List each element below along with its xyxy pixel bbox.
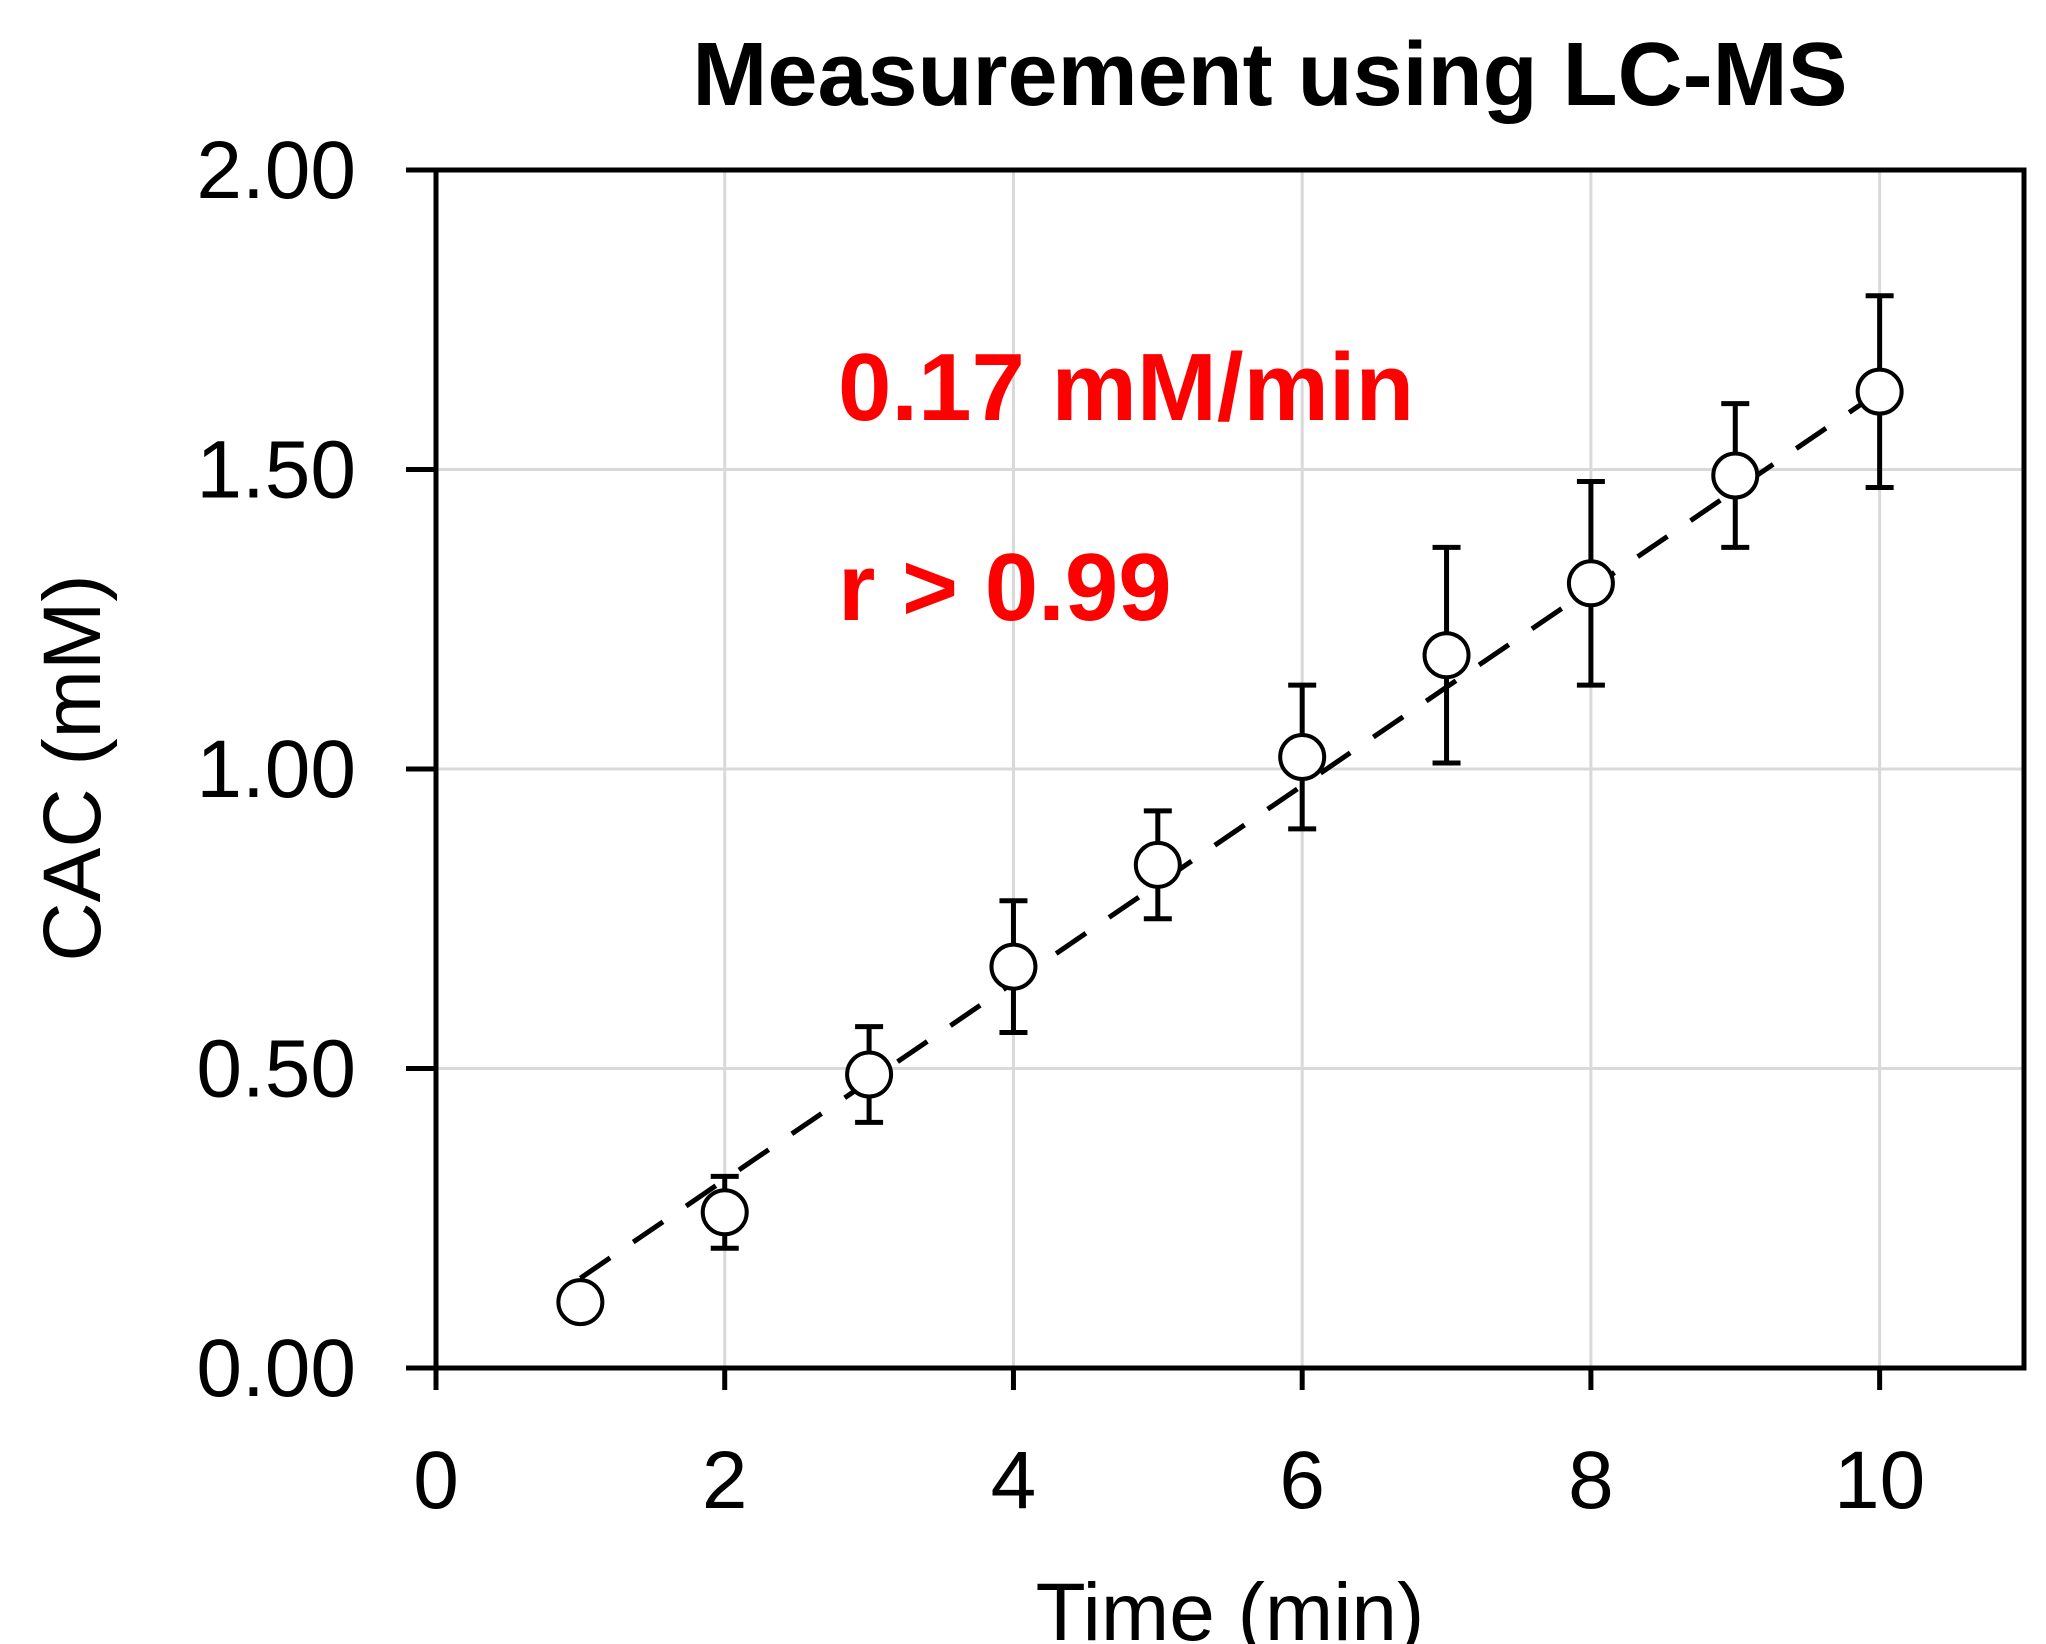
y-axis: 0.00 0.50 1.00 1.50 2.00	[196, 125, 436, 1414]
chart-title: Measurement using LC-MS	[692, 25, 1847, 125]
x-tick-label: 8	[1568, 1435, 1614, 1526]
y-tick-label: 1.50	[196, 425, 356, 516]
annotation-slope: 0.17 mM/min	[838, 334, 1414, 441]
data-point	[845, 1050, 894, 1099]
data-point	[556, 1278, 605, 1327]
y-tick-label: 2.00	[196, 125, 356, 216]
x-axis: 0 2 4 6 8 10	[413, 1368, 1925, 1526]
data-point	[1855, 367, 1904, 416]
data-point	[1133, 840, 1182, 889]
x-tick-label: 2	[702, 1435, 748, 1526]
data-point	[1278, 733, 1327, 782]
y-axis-label: CAC (mM)	[27, 574, 118, 961]
data-point	[1422, 631, 1471, 680]
data-point	[1566, 559, 1615, 608]
data-point	[700, 1188, 749, 1237]
x-axis-label: Time (min)	[1036, 1567, 1425, 1644]
x-tick-label: 0	[413, 1435, 459, 1526]
x-tick-label: 6	[1279, 1435, 1325, 1526]
data-point	[1711, 451, 1760, 500]
y-tick-label: 1.00	[196, 724, 356, 815]
x-tick-label: 10	[1834, 1435, 1925, 1526]
data-point	[989, 942, 1038, 991]
fit-line	[578, 389, 1882, 1281]
y-tick-label: 0.50	[196, 1024, 356, 1115]
data-points	[556, 367, 1904, 1327]
annotation-correlation: r > 0.99	[838, 534, 1172, 641]
x-tick-label: 4	[991, 1435, 1037, 1526]
y-tick-label: 0.00	[196, 1323, 356, 1414]
